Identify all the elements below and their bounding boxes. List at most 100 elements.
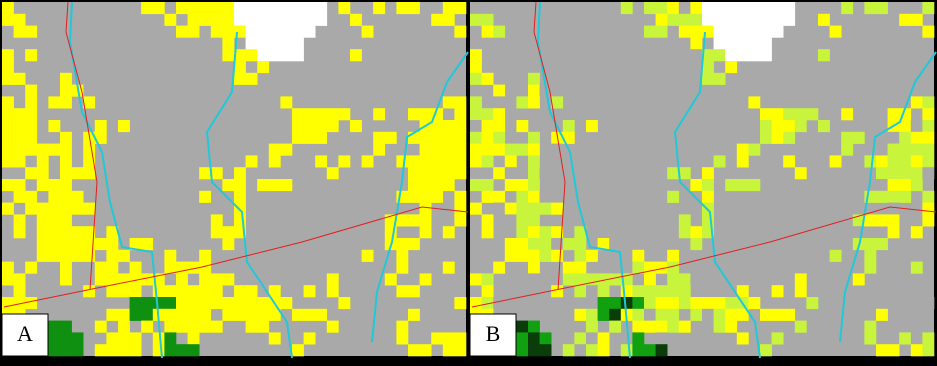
- yellow-cell: [644, 273, 656, 286]
- yellow-cell: [83, 202, 96, 215]
- yellow-cell: [516, 249, 529, 262]
- yellow-cell: [83, 96, 96, 109]
- yellow-cell: [408, 2, 420, 15]
- yellow-cell: [516, 202, 529, 215]
- yellow-cell: [667, 2, 680, 15]
- yellow-cell: [609, 273, 622, 286]
- yellow-cell: [551, 167, 564, 180]
- yellow-cell: [632, 13, 645, 26]
- yellow-cell: [106, 273, 119, 286]
- yellow-cell: [504, 167, 517, 180]
- green-cell: [71, 344, 84, 357]
- yellow-cell: [586, 344, 598, 357]
- yellow-cell: [36, 214, 49, 227]
- empty-cell: [760, 2, 772, 15]
- yellow-cell: [910, 344, 923, 357]
- yellow-cell: [257, 61, 270, 74]
- yellow-cell: [384, 214, 397, 227]
- yellow-cell: [736, 179, 749, 192]
- yellow-cell: [678, 297, 691, 310]
- yellow-cell: [25, 143, 38, 156]
- yellow-cell: [922, 131, 935, 144]
- green-cell: [164, 332, 177, 345]
- yellow-cell: [887, 167, 900, 180]
- yellow-cell: [71, 190, 84, 203]
- yellow-cell: [176, 273, 188, 286]
- yellow-cell: [83, 167, 96, 180]
- yellow-cell: [431, 190, 444, 203]
- yellow-cell: [396, 2, 409, 15]
- empty-cell: [303, 25, 316, 38]
- yellow-cell: [106, 308, 119, 321]
- yellow-cell: [222, 226, 235, 239]
- yellow-cell: [655, 320, 668, 333]
- yellow-cell: [118, 344, 130, 357]
- yellow-cell: [493, 202, 506, 215]
- yellow-cell: [13, 285, 26, 298]
- yellow-cell: [910, 261, 923, 274]
- yellow-cell: [176, 25, 188, 38]
- yellow-cell: [806, 2, 819, 15]
- yellow-cell: [481, 273, 494, 286]
- yellow-cell: [493, 120, 506, 133]
- yellow-cell: [2, 261, 14, 274]
- yellow-cell: [470, 273, 482, 286]
- yellow-cell: [36, 202, 49, 215]
- yellow-cell: [620, 273, 633, 286]
- yellow-cell: [13, 25, 26, 38]
- yellow-cell: [586, 285, 598, 298]
- yellow-cell: [818, 49, 830, 62]
- yellow-cell: [222, 308, 235, 321]
- yellow-cell: [48, 226, 61, 239]
- green-cell: [539, 332, 552, 345]
- yellow-cell: [280, 96, 293, 109]
- yellow-cell: [910, 131, 923, 144]
- yellow-cell: [210, 226, 223, 239]
- yellow-cell: [292, 108, 304, 121]
- yellow-cell: [280, 143, 293, 156]
- yellow-cell: [783, 155, 796, 168]
- yellow-cell: [83, 285, 96, 298]
- yellow-cell: [574, 344, 587, 357]
- yellow-cell: [818, 120, 830, 133]
- green-cell: [539, 344, 552, 357]
- yellow-cell: [574, 261, 587, 274]
- yellow-cell: [748, 297, 761, 310]
- yellow-cell: [528, 261, 540, 274]
- yellow-cell: [922, 25, 935, 38]
- yellow-cell: [493, 84, 506, 97]
- yellow-cell: [292, 344, 304, 357]
- yellow-cell: [106, 226, 119, 239]
- yellow-cell: [2, 108, 14, 121]
- yellow-cell: [373, 108, 386, 121]
- yellow-cell: [106, 238, 119, 251]
- label-box: [469, 313, 517, 357]
- yellow-cell: [326, 167, 339, 180]
- yellow-cell: [199, 308, 212, 321]
- green-cell: [48, 344, 61, 357]
- yellow-cell: [419, 344, 432, 357]
- yellow-cell: [829, 249, 842, 262]
- green-cell: [609, 308, 622, 321]
- empty-cell: [292, 49, 304, 62]
- yellow-cell: [864, 214, 877, 227]
- yellow-cell: [551, 285, 564, 298]
- green-cell: [129, 308, 142, 321]
- yellow-cell: [528, 96, 540, 109]
- yellow-cell: [864, 261, 877, 274]
- yellow-cell: [528, 143, 540, 156]
- yellow-cell: [481, 108, 494, 121]
- yellow-cell: [210, 297, 223, 310]
- yellow-cell: [481, 25, 494, 38]
- yellow-cell: [442, 344, 455, 357]
- yellow-cell: [481, 155, 494, 168]
- yellow-cell: [187, 320, 200, 333]
- road: [65, 1, 98, 291]
- yellow-cell: [141, 320, 154, 333]
- empty-cell: [280, 13, 293, 26]
- yellow-cell: [655, 308, 668, 321]
- yellow-cell: [25, 261, 38, 274]
- yellow-cell: [361, 249, 374, 262]
- yellow-cell: [106, 285, 119, 298]
- yellow-cell: [597, 344, 610, 357]
